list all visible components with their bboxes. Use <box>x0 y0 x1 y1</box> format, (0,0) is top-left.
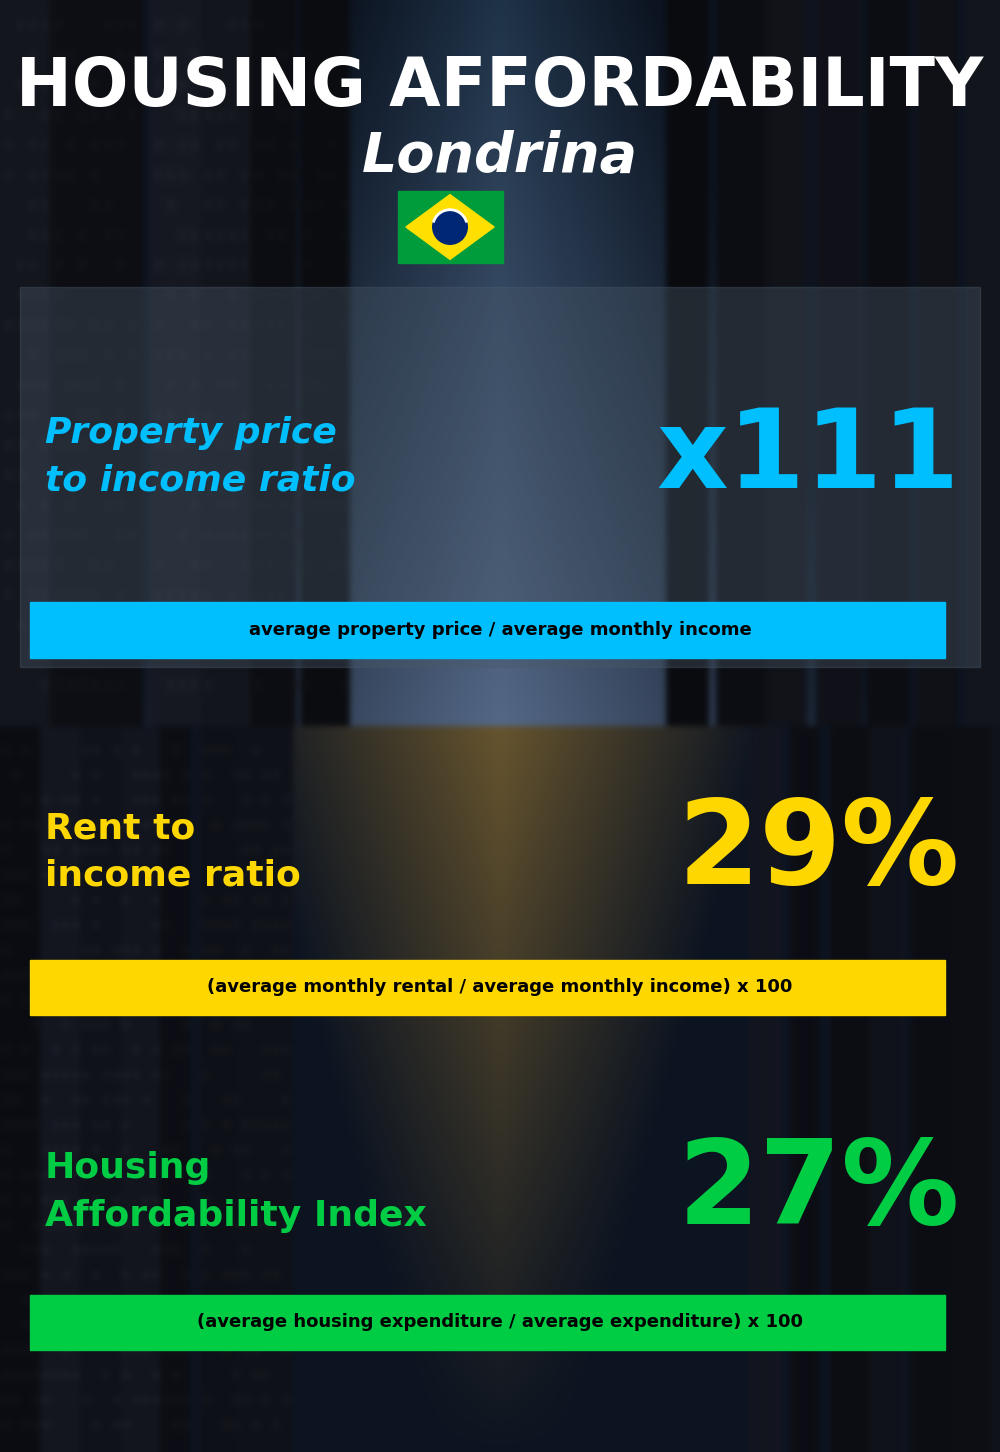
Text: average property price / average monthly income: average property price / average monthly… <box>249 621 751 639</box>
Text: 27%: 27% <box>678 1134 960 1250</box>
Text: x111: x111 <box>657 404 960 511</box>
Bar <box>30 603 945 658</box>
Bar <box>398 192 503 263</box>
Text: 29%: 29% <box>678 794 960 909</box>
Text: Housing
Affordability Index: Housing Affordability Index <box>45 1151 427 1233</box>
Text: (average monthly rental / average monthly income) x 100: (average monthly rental / average monthl… <box>207 979 793 996</box>
Bar <box>30 960 945 1015</box>
Text: HOUSING AFFORDABILITY: HOUSING AFFORDABILITY <box>16 54 984 121</box>
Text: Property price
to income ratio: Property price to income ratio <box>45 417 356 498</box>
Text: Rent to
income ratio: Rent to income ratio <box>45 812 301 893</box>
Bar <box>20 287 980 666</box>
Text: Londrina: Londrina <box>362 131 638 184</box>
Bar <box>30 1295 945 1349</box>
Circle shape <box>433 209 467 244</box>
Text: (average housing expenditure / average expenditure) x 100: (average housing expenditure / average e… <box>197 1313 803 1331</box>
Polygon shape <box>406 195 494 260</box>
